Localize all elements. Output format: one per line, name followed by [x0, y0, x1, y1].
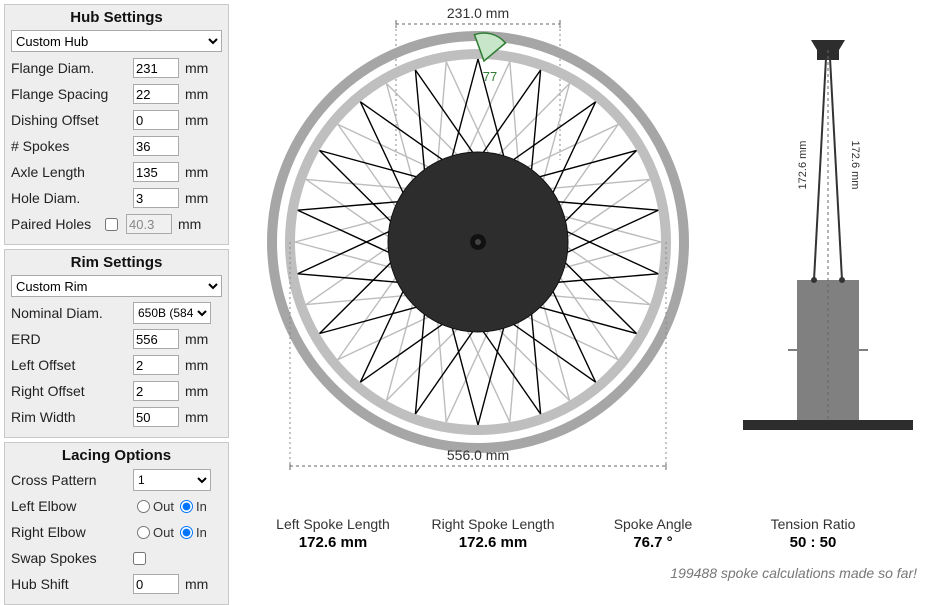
swap-spokes-row: Swap Spokes: [11, 546, 222, 570]
result-tension-ratio-label: Tension Ratio: [733, 516, 893, 532]
right-elbow-in-radio[interactable]: [180, 526, 193, 539]
svg-text:556.0 mm: 556.0 mm: [447, 447, 509, 463]
rim-width-row: Rim Width mm: [11, 405, 222, 429]
result-spoke-angle-label: Spoke Angle: [573, 516, 733, 532]
axle-length-label: Axle Length: [11, 164, 129, 180]
nominal-diam-label: Nominal Diam.: [11, 305, 129, 321]
erd-row: ERD mm: [11, 327, 222, 351]
axle-length-row: Axle Length mm: [11, 160, 222, 184]
left-elbow-row: Left Elbow Out In: [11, 494, 222, 518]
wheel-svg: 231.0 mm 77 556.0 mm: [253, 2, 703, 480]
main-area: 231.0 mm77556.0 mm 172.6 mm172.6 mm Left…: [233, 0, 935, 593]
rim-width-label: Rim Width: [11, 409, 129, 425]
cross-pattern-label: Cross Pattern: [11, 472, 129, 488]
hole-diam-label: Hole Diam.: [11, 190, 129, 206]
nominal-diam-row: Nominal Diam. 650B (584: [11, 301, 222, 325]
flange-diam-label: Flange Diam.: [11, 60, 129, 76]
right-offset-row: Right Offset mm: [11, 379, 222, 403]
dishing-offset-input[interactable]: [133, 110, 179, 130]
svg-text:77: 77: [483, 69, 497, 84]
paired-holes-label: Paired Holes: [11, 216, 101, 232]
num-spokes-input[interactable]: [133, 136, 179, 156]
paired-holes-row: Paired Holes mm: [11, 212, 222, 236]
swap-spokes-checkbox[interactable]: [133, 552, 146, 565]
svg-text:172.6 mm: 172.6 mm: [849, 141, 861, 190]
left-elbow-label: Left Elbow: [11, 498, 129, 514]
cross-pattern-select[interactable]: 1: [133, 469, 211, 491]
num-spokes-row: # Spokes: [11, 134, 222, 158]
dishing-offset-label: Dishing Offset: [11, 112, 129, 128]
results-row: Left Spoke Length 172.6 mm Right Spoke L…: [233, 516, 935, 551]
dishing-offset-row: Dishing Offset mm: [11, 108, 222, 132]
num-spokes-label: # Spokes: [11, 138, 129, 154]
axle-length-input[interactable]: [133, 162, 179, 182]
left-offset-input[interactable]: [133, 355, 179, 375]
flange-spacing-label: Flange Spacing: [11, 86, 129, 102]
hub-select[interactable]: Custom Hub: [11, 30, 222, 52]
result-left-spoke-value: 172.6 mm: [253, 534, 413, 551]
result-left-spoke: Left Spoke Length 172.6 mm: [253, 516, 413, 551]
right-elbow-label: Right Elbow: [11, 524, 129, 540]
flange-spacing-input[interactable]: [133, 84, 179, 104]
swap-spokes-label: Swap Spokes: [11, 550, 129, 566]
erd-label: ERD: [11, 331, 129, 347]
left-elbow-in-radio[interactable]: [180, 500, 193, 513]
nominal-diam-select[interactable]: 650B (584: [133, 302, 211, 324]
erd-input[interactable]: [133, 329, 179, 349]
flange-spacing-row: Flange Spacing mm: [11, 82, 222, 106]
hub-settings-title: Hub Settings: [11, 9, 222, 26]
rim-settings-panel: Rim Settings Custom Rim Nominal Diam. 65…: [4, 249, 229, 438]
right-elbow-row: Right Elbow Out In: [11, 520, 222, 544]
wheel-diagram: 231.0 mm 77 556.0 mm: [253, 2, 703, 472]
side-svg: 172.6 mm 172.6 mm: [733, 20, 923, 450]
paired-holes-input: [126, 214, 172, 234]
footer-note: 199488 spoke calculations made so far!: [670, 565, 917, 581]
hub-shift-label: Hub Shift: [11, 576, 129, 592]
right-elbow-in-label: In: [196, 525, 207, 540]
left-elbow-out-label: Out: [153, 499, 174, 514]
left-offset-label: Left Offset: [11, 357, 129, 373]
left-elbow-out-radio[interactable]: [137, 500, 150, 513]
left-offset-row: Left Offset mm: [11, 353, 222, 377]
right-elbow-out-radio[interactable]: [137, 526, 150, 539]
lacing-options-panel: Lacing Options Cross Pattern 1 Left Elbo…: [4, 442, 229, 605]
side-view-diagram: 172.6 mm 172.6 mm: [733, 20, 923, 450]
flange-diam-row: Flange Diam. mm: [11, 56, 222, 80]
result-right-spoke-label: Right Spoke Length: [413, 516, 573, 532]
result-spoke-angle: Spoke Angle 76.7 °: [573, 516, 733, 551]
rim-select[interactable]: Custom Rim: [11, 275, 222, 297]
result-spoke-angle-value: 76.7 °: [573, 534, 733, 551]
result-right-spoke-value: 172.6 mm: [413, 534, 573, 551]
right-offset-input[interactable]: [133, 381, 179, 401]
svg-text:231.0 mm: 231.0 mm: [447, 5, 509, 21]
left-elbow-in-label: In: [196, 499, 207, 514]
cross-pattern-row: Cross Pattern 1: [11, 468, 222, 492]
lacing-options-title: Lacing Options: [11, 447, 222, 464]
hole-diam-input[interactable]: [133, 188, 179, 208]
right-elbow-out-label: Out: [153, 525, 174, 540]
rim-settings-title: Rim Settings: [11, 254, 222, 271]
hub-settings-panel: Hub Settings Custom Hub Flange Diam. mm …: [4, 4, 229, 245]
result-left-spoke-label: Left Spoke Length: [253, 516, 413, 532]
hole-diam-row: Hole Diam. mm: [11, 186, 222, 210]
result-right-spoke: Right Spoke Length 172.6 mm: [413, 516, 573, 551]
result-tension-ratio-value: 50 : 50: [733, 534, 893, 551]
result-tension-ratio: Tension Ratio 50 : 50: [733, 516, 893, 551]
rim-width-input[interactable]: [133, 407, 179, 427]
svg-text:172.6 mm: 172.6 mm: [797, 141, 809, 190]
hub-shift-row: Hub Shift mm: [11, 572, 222, 596]
paired-holes-checkbox[interactable]: [105, 218, 118, 231]
flange-diam-unit: mm: [185, 60, 208, 76]
hub-shift-input[interactable]: [133, 574, 179, 594]
right-offset-label: Right Offset: [11, 383, 129, 399]
flange-diam-input[interactable]: [133, 58, 179, 78]
